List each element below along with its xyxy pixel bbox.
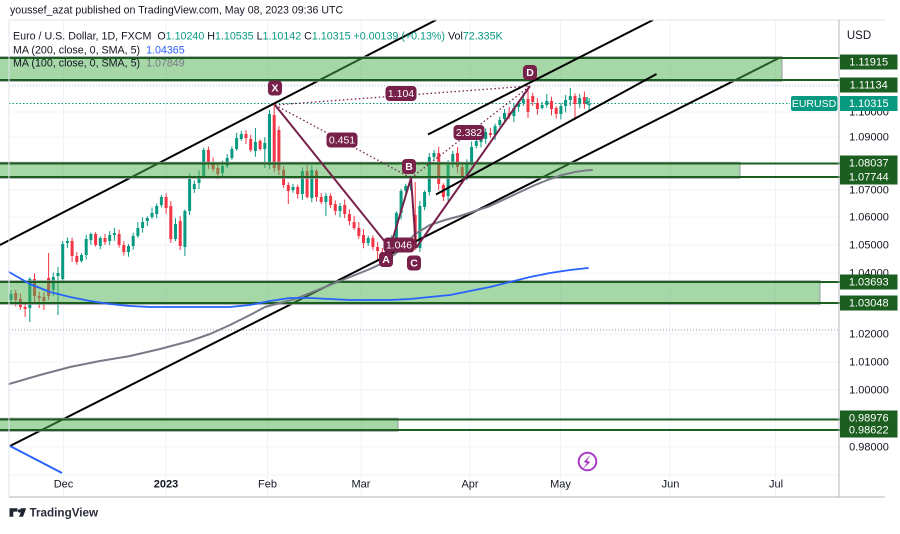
svg-text:Mar: Mar: [352, 478, 371, 490]
svg-text:2.382: 2.382: [456, 127, 482, 139]
svg-text:X: X: [271, 82, 278, 94]
svg-text:1.07744: 1.07744: [849, 171, 889, 183]
svg-text:MA (100, close, 0, SMA, 5) 1.: MA (100, close, 0, SMA, 5) 1.07849: [13, 57, 185, 69]
svg-text:0.98622: 0.98622: [849, 424, 889, 436]
svg-text:Apr: Apr: [461, 478, 478, 490]
svg-text:Feb: Feb: [258, 478, 277, 490]
svg-text:0.451: 0.451: [329, 134, 355, 146]
svg-text:1.11915: 1.11915: [849, 56, 888, 68]
svg-text:USD: USD: [847, 30, 871, 42]
svg-text:1.02000: 1.02000: [849, 328, 889, 340]
svg-text:D: D: [526, 67, 534, 79]
svg-text:2023: 2023: [154, 478, 178, 490]
svg-text:Dec: Dec: [54, 478, 74, 490]
svg-text:1.03693: 1.03693: [849, 276, 889, 288]
svg-text:May: May: [550, 478, 571, 490]
svg-text:1.08037: 1.08037: [849, 157, 889, 169]
svg-text:EURUSD: EURUSD: [792, 98, 837, 110]
svg-text:MA (200, close, 0, SMA, 5) 1.: MA (200, close, 0, SMA, 5) 1.04365: [13, 44, 185, 56]
svg-text:TradingView: TradingView: [30, 507, 100, 520]
svg-text:1.10315: 1.10315: [849, 98, 889, 110]
svg-text:Euro / U.S. Dollar, 1D, FXCM: Euro / U.S. Dollar, 1D, FXCM O1.10240 H1…: [13, 30, 504, 42]
svg-text:0.98000: 0.98000: [849, 441, 889, 453]
svg-text:1.00000: 1.00000: [849, 384, 889, 396]
svg-text:C: C: [410, 257, 418, 269]
svg-text:0.98976: 0.98976: [849, 412, 889, 424]
svg-text:1.05000: 1.05000: [849, 239, 889, 251]
svg-text:Jun: Jun: [662, 478, 680, 490]
svg-text:A: A: [382, 254, 390, 266]
svg-text:1.07000: 1.07000: [849, 184, 889, 196]
svg-text:1.046: 1.046: [386, 239, 412, 251]
svg-text:B: B: [405, 161, 413, 173]
svg-text:1.104: 1.104: [388, 88, 414, 100]
svg-text:youssef_azat published on Trad: youssef_azat published on TradingView.co…: [10, 4, 343, 16]
svg-text:1.01000: 1.01000: [849, 356, 889, 368]
svg-text:1.06000: 1.06000: [849, 211, 889, 223]
svg-text:1.11134: 1.11134: [850, 79, 888, 91]
svg-text:1.09000: 1.09000: [849, 131, 889, 143]
svg-text:Jul: Jul: [769, 478, 783, 490]
svg-text:1.03048: 1.03048: [849, 297, 889, 309]
